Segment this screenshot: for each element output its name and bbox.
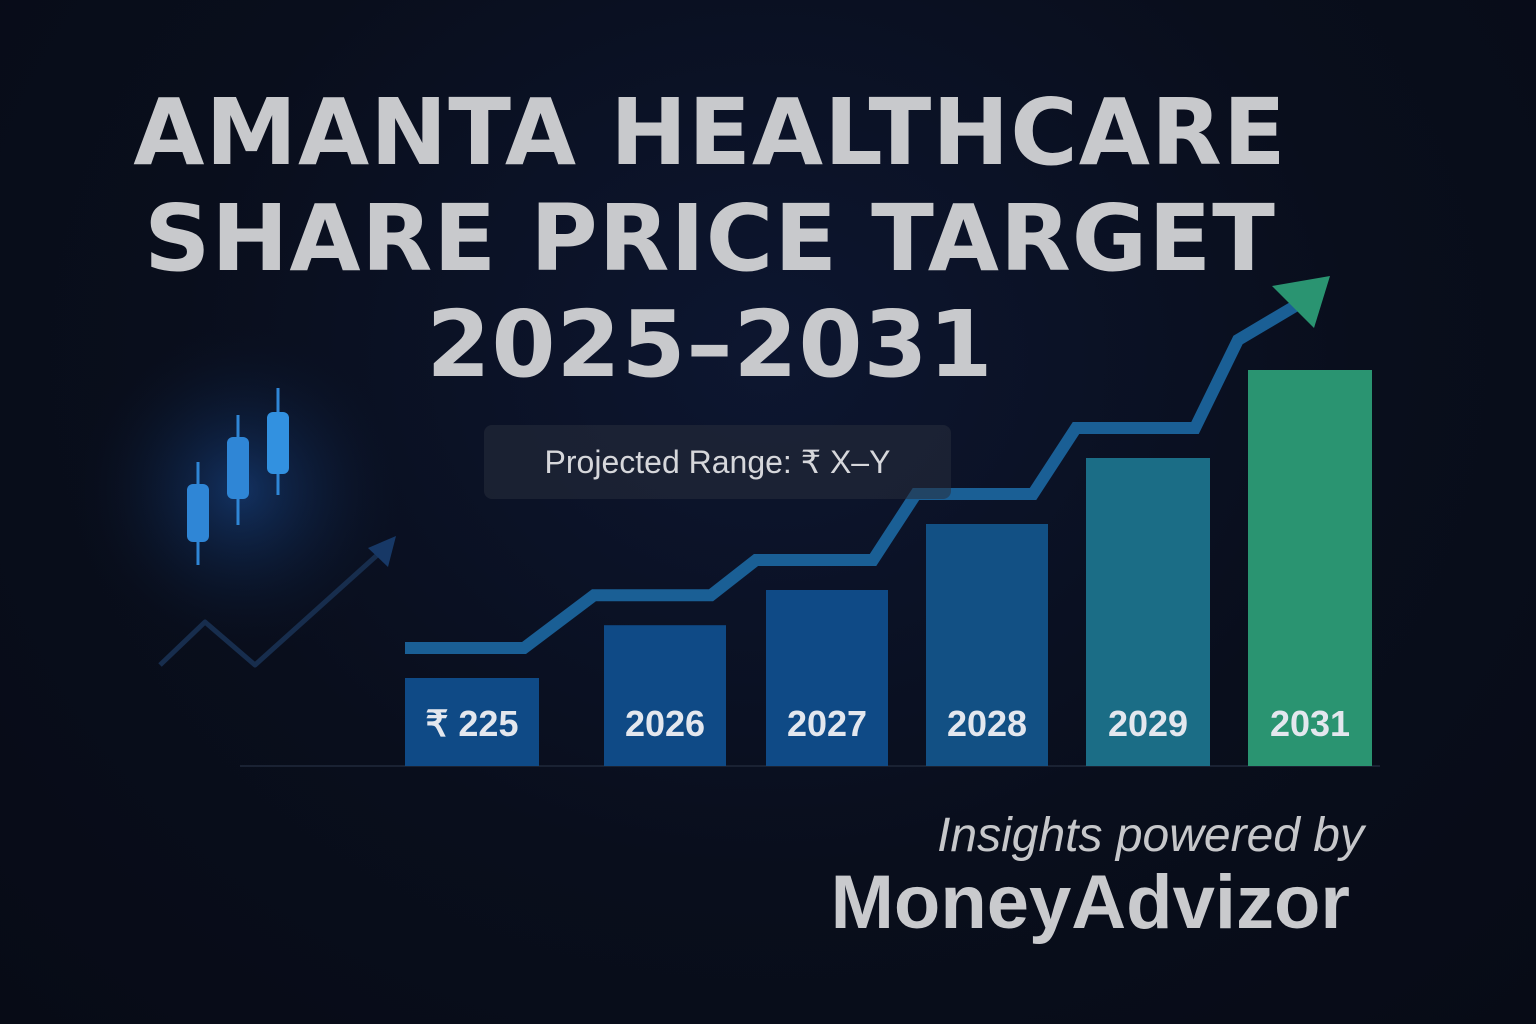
footer-tagline: Insights powered by [937,809,1364,862]
bars [405,370,1372,766]
bar-1 [604,625,726,766]
bar-labels: ₹ 225 2026 2027 2028 2029 2031 [426,703,1351,744]
bar-0 [405,678,539,766]
bar-4 [1086,458,1210,766]
title-line-2: SHARE PRICE TARGET [144,185,1276,292]
brand-name: MoneyAdvizor [830,860,1350,945]
trend-line [405,296,1306,654]
arrow-head-icon [1272,276,1330,328]
title-line-3: 2025–2031 [426,291,994,398]
bar-label-1: 2026 [625,703,705,744]
title-line-1: AMANTA HEALTHCARE [133,79,1287,186]
bar-3 [926,524,1048,766]
bar-2 [766,590,888,766]
page-title: AMANTA HEALTHCARE SHARE PRICE TARGET 202… [0,80,1420,398]
bar-5 [1248,370,1372,766]
faint-trend-arrow-icon [158,536,396,668]
trend-arrow [405,276,1330,654]
bar-label-0: ₹ 225 [426,703,519,744]
candlestick-icon [70,320,410,660]
bar-label-5: 2031 [1270,703,1350,744]
bar-label-2: 2027 [787,703,867,744]
bar-label-3: 2028 [947,703,1027,744]
bar-label-4: 2029 [1108,703,1188,744]
projected-range-badge: Projected Range: ₹ X–Y [484,425,951,499]
